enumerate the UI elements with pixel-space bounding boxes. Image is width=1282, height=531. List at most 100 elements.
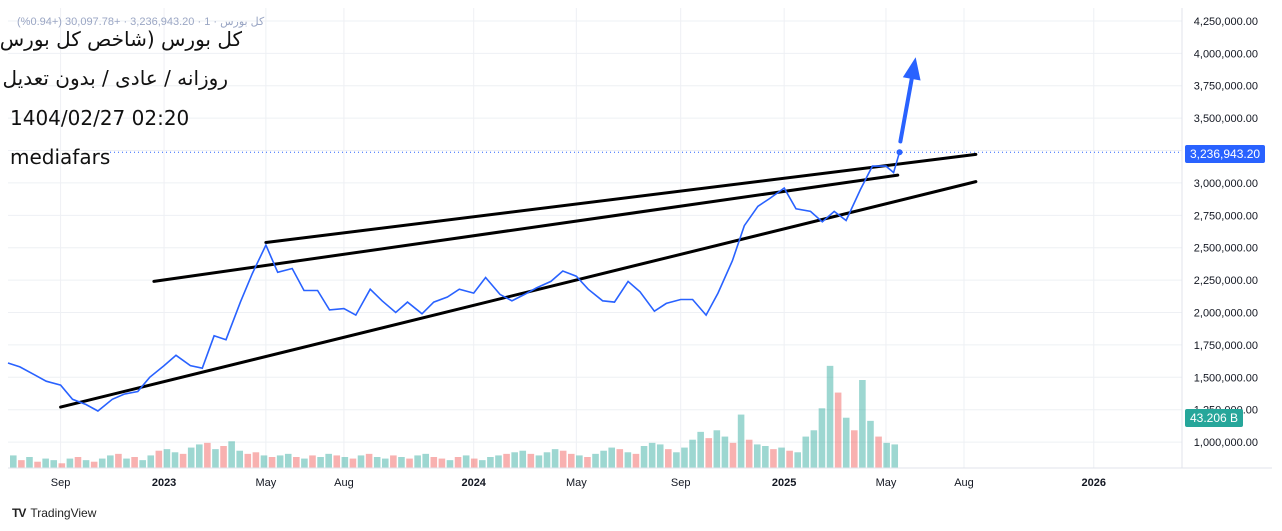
- volume-bar: [18, 460, 25, 468]
- middle-channel-line: [152, 173, 900, 283]
- volume-bar: [139, 460, 146, 468]
- volume-bar: [632, 453, 640, 468]
- x-tick-label: 2023: [152, 477, 176, 489]
- volume-bar: [244, 453, 252, 468]
- volume-bar: [794, 452, 801, 468]
- lower-support-line: [59, 180, 978, 409]
- volume-bar: [624, 452, 632, 468]
- volume-bar: [131, 457, 138, 468]
- volume-bar: [220, 446, 227, 468]
- volume-bar: [260, 455, 268, 468]
- volume-bar: [745, 439, 753, 468]
- volume-bar: [559, 450, 567, 468]
- volume-bar: [155, 450, 163, 468]
- volume-bar: [867, 420, 874, 468]
- volume-bar: [891, 444, 899, 468]
- volume-bar: [204, 442, 211, 468]
- y-tick-label: 2,000,000.00: [1194, 308, 1258, 320]
- volume-bar: [66, 458, 74, 468]
- volume-bar: [721, 436, 729, 468]
- volume-bar: [479, 460, 486, 468]
- y-tick-label: 3,500,000.00: [1194, 113, 1258, 125]
- volume-bar: [697, 431, 704, 468]
- chart-title: کل بورس (شاخص کل بورس): [0, 27, 242, 51]
- volume-bar: [592, 453, 599, 468]
- volume-bar: [762, 446, 769, 468]
- volume-bar: [90, 461, 98, 468]
- volume-bar: [187, 447, 195, 468]
- volume-bar: [446, 460, 454, 468]
- upper-channel-line: [264, 152, 978, 245]
- volume-bar: [107, 455, 114, 468]
- volume-bar: [414, 455, 421, 468]
- volume-bar: [802, 436, 810, 468]
- price-axis[interactable]: 1,000,000.001,250,000.001,500,000.001,75…: [1194, 16, 1258, 449]
- volume-bar: [276, 455, 284, 468]
- volume-bar: [535, 455, 543, 468]
- volume-bar: [147, 455, 155, 468]
- volume-bar: [58, 463, 66, 468]
- volume-bar: [365, 453, 373, 468]
- volume-bar: [681, 447, 688, 468]
- price-series-line: [7, 151, 901, 412]
- x-tick-label: Aug: [954, 477, 974, 489]
- tradingview-brand[interactable]: TV TradingView: [12, 506, 96, 520]
- volume-bar: [883, 442, 890, 468]
- y-tick-label: 2,750,000.00: [1194, 210, 1258, 222]
- y-tick-label: 3,000,000.00: [1194, 178, 1258, 190]
- volume-bar: [390, 455, 397, 468]
- volume-bar: [430, 457, 438, 468]
- volume-bar: [422, 453, 430, 468]
- volume-bar: [212, 449, 219, 468]
- volume-bar: [487, 457, 494, 468]
- y-tick-label: 2,250,000.00: [1194, 275, 1258, 287]
- volume-bar: [236, 450, 244, 468]
- chart-source: mediafars: [10, 145, 111, 169]
- volume-bar: [519, 450, 527, 468]
- volume-bar: [584, 457, 591, 468]
- last-price-dot: [896, 149, 903, 156]
- trendlines: [59, 152, 978, 409]
- volume-bar: [656, 444, 664, 468]
- volume-bar: [713, 430, 721, 468]
- volume-bar: [689, 439, 696, 468]
- volume-bar: [551, 449, 559, 468]
- volume-bar: [810, 430, 818, 468]
- volume-bar: [115, 453, 122, 468]
- volume-bar: [82, 460, 90, 468]
- volume-bar: [495, 455, 502, 468]
- volume-bar: [228, 441, 235, 468]
- volume-bar: [398, 457, 405, 468]
- volume-bar: [600, 450, 607, 468]
- volume-bar: [665, 449, 672, 468]
- volume-bar: [778, 447, 785, 468]
- volume-bar: [834, 392, 842, 468]
- volume-bar: [462, 455, 470, 468]
- x-tick-label: 2024: [461, 477, 486, 489]
- volume-bar: [333, 455, 341, 468]
- x-tick-label: Sep: [51, 477, 71, 489]
- volume-bar: [875, 436, 882, 468]
- volume-bar: [511, 452, 518, 468]
- x-tick-label: May: [566, 477, 587, 489]
- volume-bar: [818, 408, 826, 468]
- volume-bar: [454, 457, 462, 468]
- tradingview-logo-icon: TV: [12, 506, 26, 520]
- y-tick-label: 1,500,000.00: [1194, 372, 1258, 384]
- volume-bar: [648, 442, 656, 468]
- y-tick-label: 1,750,000.00: [1194, 340, 1258, 352]
- volume-bar: [608, 447, 615, 468]
- volume-bar: [195, 444, 203, 468]
- volume-bar: [616, 449, 624, 468]
- quote-header: کل بورس · 1 · 3,236,943.20 · +30,097.78 …: [17, 16, 265, 28]
- arrow-shaft: [898, 76, 914, 144]
- arrow-head: [902, 57, 921, 81]
- time-axis[interactable]: Sep 2023 May Aug 2024 May Sep 2025 May Aug 2026: [51, 477, 1106, 489]
- volume-bar: [576, 455, 583, 468]
- volume-bar: [786, 450, 793, 468]
- volume-bar: [567, 453, 575, 468]
- volume-bar: [317, 457, 324, 468]
- volume-bar: [770, 449, 777, 468]
- volume-bar: [325, 453, 332, 468]
